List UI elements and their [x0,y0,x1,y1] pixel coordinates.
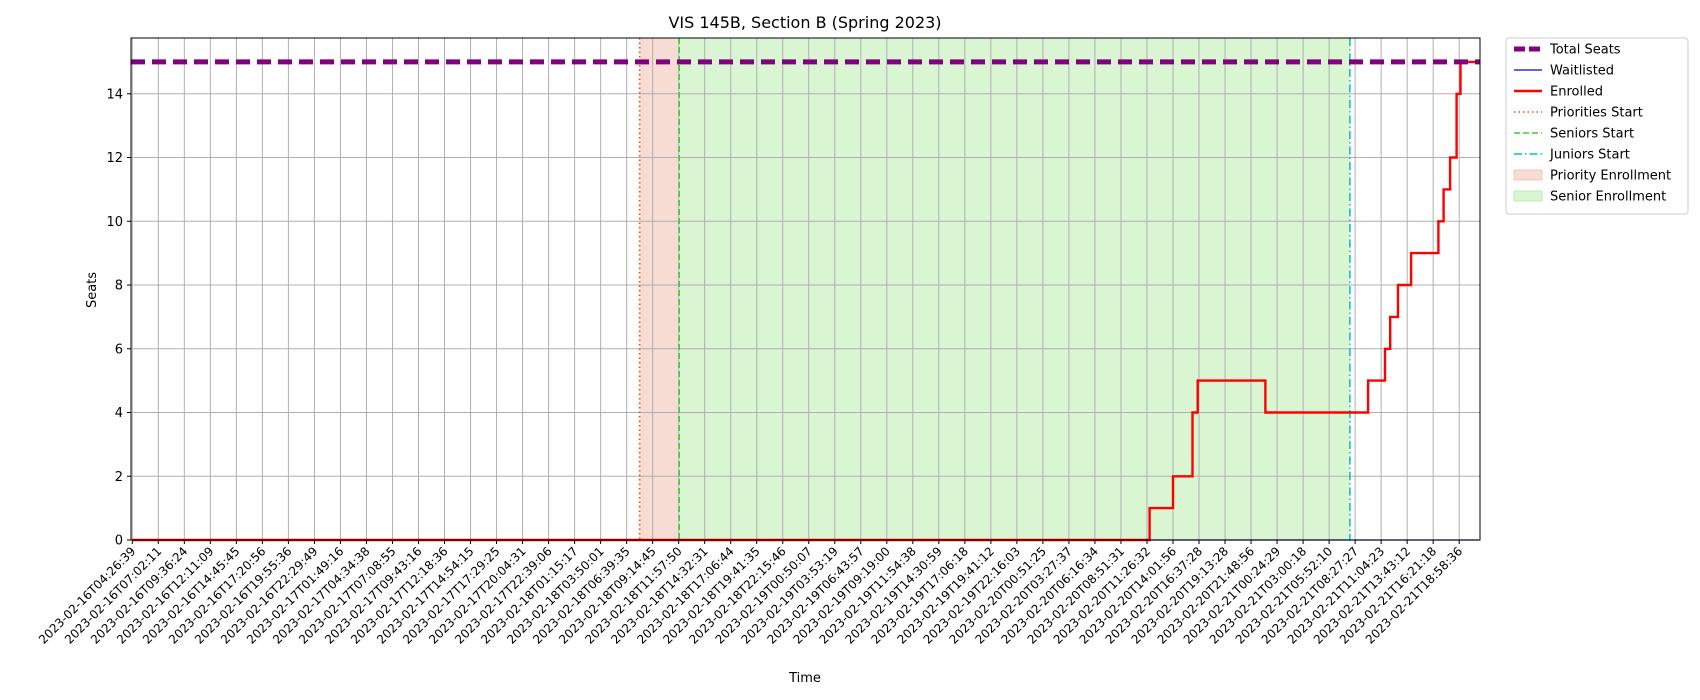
grid-lines [131,38,1480,541]
chart-title: VIS 145B, Section B (Spring 2023) [668,13,941,32]
y-tick-label: 2 [115,470,123,485]
y-tick-label: 14 [106,87,123,102]
plot-frame [130,37,1481,541]
legend-label: Priorities Start [1550,106,1643,121]
y-axis-ticks: 0 2 4 6 8 10 12 14 [106,87,131,549]
priority-enrollment-span [639,38,680,540]
legend-label: Seniors Start [1550,127,1634,142]
legend-label: Total Seats [1549,43,1621,58]
x-axis-ticks: 2023-02-16T04:26:392023-02-16T07:02:1120… [36,540,1465,647]
y-tick-label: 12 [106,151,123,166]
phase-start-lines [638,38,1351,540]
y-tick-label: 8 [115,279,123,294]
x-axis-label: Time [788,671,821,686]
legend-swatch-priority-enrollment [1513,169,1543,181]
y-tick-label: 10 [106,215,123,230]
legend-label: Juniors Start [1549,148,1630,163]
y-axis-label: Seats [85,272,100,308]
legend-label: Enrolled [1550,85,1603,100]
legend-label: Priority Enrollment [1550,169,1671,184]
enrolled-line [132,60,1479,542]
legend-label: Senior Enrollment [1550,190,1666,205]
plot-border [130,37,1481,541]
y-tick-label: 0 [115,534,123,549]
y-tick-label: 6 [115,342,123,357]
legend: Total Seats Waitlisted Enrolled Priorities … [1505,37,1689,215]
legend-label: Waitlisted [1550,64,1614,79]
y-tick-label: 4 [115,406,123,421]
legend-swatch-senior-enrollment [1513,190,1543,202]
enrollment-spans [639,38,1350,540]
legend-box [1505,37,1689,215]
senior-enrollment-span [679,38,1350,540]
